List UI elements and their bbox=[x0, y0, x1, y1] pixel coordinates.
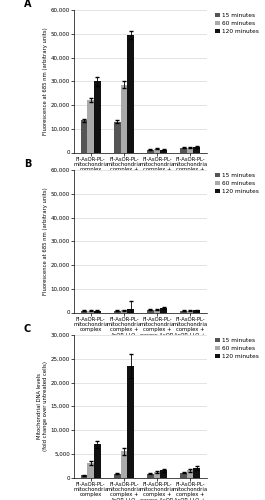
Bar bbox=[87, 310, 94, 312]
Legend: 15 minutes, 60 minutes, 120 minutes: 15 minutes, 60 minutes, 120 minutes bbox=[215, 173, 259, 194]
Bar bbox=[127, 35, 134, 152]
Text: C: C bbox=[24, 324, 31, 334]
Bar bbox=[114, 122, 121, 152]
Legend: 15 minutes, 60 minutes, 120 minutes: 15 minutes, 60 minutes, 120 minutes bbox=[215, 13, 259, 34]
Bar bbox=[114, 474, 121, 478]
Bar bbox=[160, 150, 167, 152]
Bar bbox=[154, 149, 160, 152]
Bar bbox=[147, 310, 154, 312]
Bar bbox=[193, 310, 200, 312]
Bar bbox=[187, 310, 193, 312]
Y-axis label: Fluorescence at 685 nm (arbitrary units): Fluorescence at 685 nm (arbitrary units) bbox=[43, 28, 48, 135]
Bar bbox=[87, 463, 94, 477]
Bar bbox=[127, 366, 134, 478]
Bar bbox=[81, 120, 87, 152]
Bar bbox=[160, 308, 167, 312]
Bar bbox=[94, 310, 101, 312]
Bar bbox=[193, 146, 200, 152]
Y-axis label: Mitochondrial DNA levels
(fold change over untreated cells): Mitochondrial DNA levels (fold change ov… bbox=[37, 361, 48, 452]
Bar bbox=[154, 310, 160, 312]
Bar bbox=[114, 310, 121, 312]
Bar bbox=[160, 470, 167, 478]
Bar bbox=[81, 475, 87, 478]
Bar bbox=[127, 309, 134, 312]
Bar bbox=[147, 150, 154, 152]
Text: A: A bbox=[24, 0, 31, 8]
Bar bbox=[87, 100, 94, 152]
Bar bbox=[180, 310, 187, 312]
Bar bbox=[94, 444, 101, 478]
Bar bbox=[187, 148, 193, 152]
Bar bbox=[121, 452, 127, 477]
Bar bbox=[94, 81, 101, 152]
Bar bbox=[81, 310, 87, 312]
Bar bbox=[193, 468, 200, 477]
Bar bbox=[180, 148, 187, 152]
Bar bbox=[187, 470, 193, 478]
Y-axis label: Fluorescence at 685 nm (arbitrary units): Fluorescence at 685 nm (arbitrary units) bbox=[43, 188, 48, 295]
Bar bbox=[121, 85, 127, 152]
Bar bbox=[154, 472, 160, 478]
Bar bbox=[121, 310, 127, 312]
Bar bbox=[147, 474, 154, 478]
Legend: 15 minutes, 60 minutes, 120 minutes: 15 minutes, 60 minutes, 120 minutes bbox=[215, 338, 259, 359]
Bar bbox=[180, 473, 187, 478]
Text: B: B bbox=[24, 158, 31, 168]
